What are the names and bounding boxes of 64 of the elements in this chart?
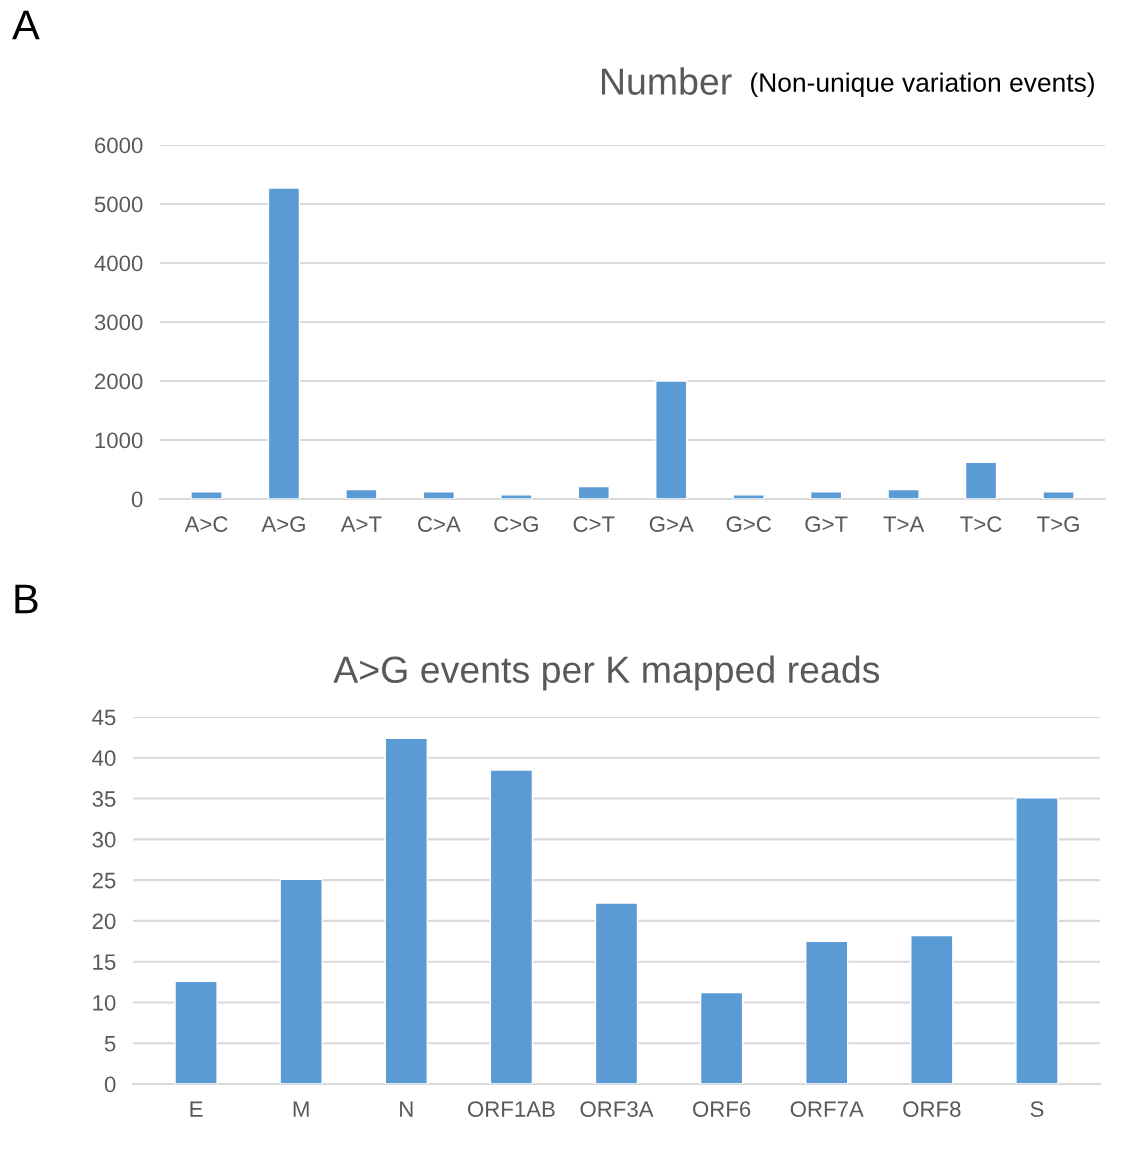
bar	[594, 902, 639, 1084]
x-tick-label: S	[1030, 1101, 1044, 1117]
bar	[279, 878, 323, 1084]
y-tick-label: 5	[104, 1035, 116, 1052]
y-tick-label: 45	[92, 709, 116, 726]
x-tick-label: ORF3A	[580, 1101, 654, 1117]
x-tick-label: M	[293, 1101, 309, 1117]
x-tick-label: ORF8	[903, 1101, 961, 1117]
text: B	[15, 584, 38, 614]
y-tick-label: 1000	[95, 432, 143, 449]
bar	[577, 485, 610, 499]
x-tick-label: E	[190, 1101, 203, 1117]
y-tick-label: 6000	[95, 137, 143, 154]
y-tick-label: 4000	[94, 255, 143, 272]
y-tick-label: 0	[131, 491, 143, 508]
bar	[809, 491, 843, 499]
bar	[174, 980, 218, 1084]
bar	[1042, 491, 1075, 499]
x-tick-label: ORF6	[693, 1101, 751, 1117]
x-tick-label: C>A	[418, 516, 461, 532]
x-tick-label: G>T	[805, 516, 848, 532]
x-tick-label: A>T	[340, 516, 382, 532]
y-tick-label: 3000	[94, 314, 143, 331]
x-tick-label: A>G	[261, 516, 305, 532]
bar	[887, 488, 920, 499]
bar	[655, 380, 688, 499]
chart-title: A>G events per K mapped reads	[333, 655, 880, 691]
bar	[489, 769, 534, 1084]
y-tick-label: 30	[92, 831, 116, 848]
x-tick-label: A>C	[184, 516, 228, 532]
y-tick-label: 15	[93, 954, 116, 970]
x-tick-label: G>A	[649, 516, 694, 532]
bar	[910, 934, 954, 1084]
y-tick-label: 20	[92, 913, 116, 930]
chart-subtitle: (Non-unique variation events)	[751, 72, 1094, 98]
x-tick-label: N	[400, 1101, 413, 1117]
x-tick-label: G>C	[726, 516, 771, 532]
y-tick-label: 10	[93, 994, 116, 1011]
bar	[384, 737, 428, 1084]
x-tick-label: T>G	[1037, 516, 1079, 532]
x-tick-label: ORF7A	[790, 1101, 864, 1117]
x-tick-label: T>C	[960, 516, 1002, 532]
bar	[345, 488, 378, 499]
y-tick-label: 5000	[94, 196, 143, 213]
bar	[1015, 797, 1059, 1084]
bar	[805, 940, 849, 1084]
text: A	[12, 10, 40, 40]
x-tick-label: T>A	[883, 516, 925, 532]
y-tick-label: 35	[92, 791, 116, 807]
y-tick-label: 40	[92, 750, 116, 767]
bar	[964, 461, 998, 499]
x-tick-label: C>T	[573, 516, 615, 532]
bar	[422, 491, 456, 499]
bar	[267, 187, 301, 499]
bar	[500, 494, 533, 499]
bar	[190, 491, 223, 499]
y-tick-label: 2000	[95, 373, 143, 390]
x-tick-label: ORF1AB	[467, 1101, 555, 1117]
x-tick-label: C>G	[494, 516, 538, 532]
bar	[732, 494, 765, 499]
bar	[699, 991, 744, 1084]
y-tick-label: 25	[92, 872, 116, 889]
chart-title: Number	[601, 67, 732, 95]
y-tick-label: 0	[104, 1076, 116, 1093]
